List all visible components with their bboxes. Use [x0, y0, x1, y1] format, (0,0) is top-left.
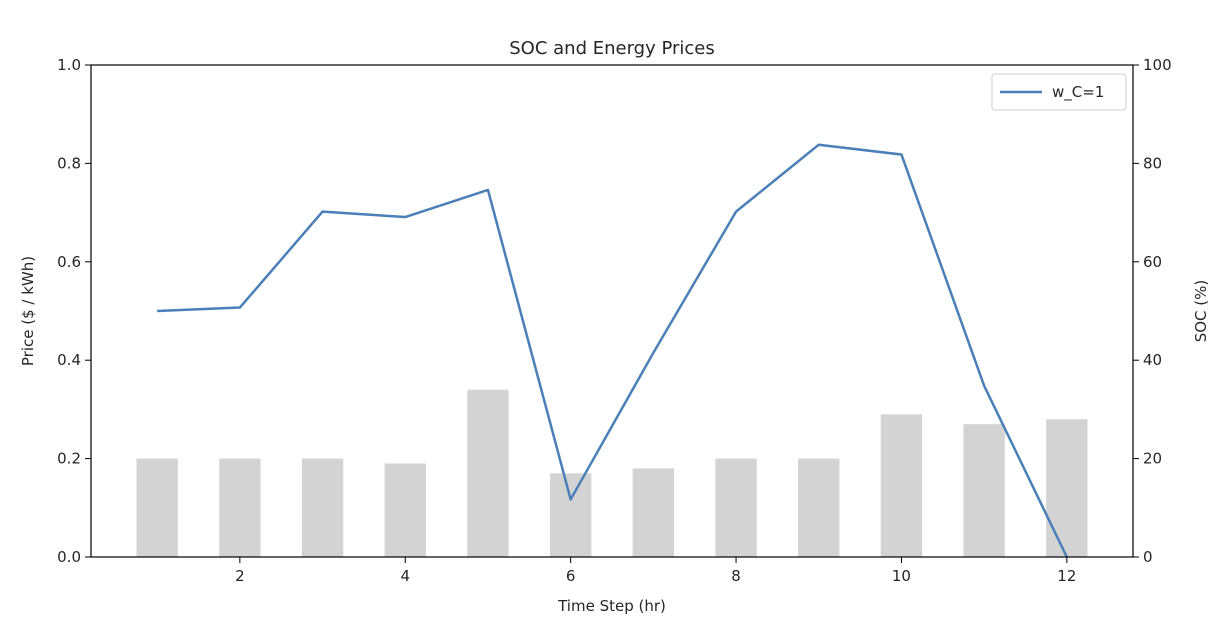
left-y-tick-label: 0.2	[57, 450, 81, 468]
legend-entry-label: w_C=1	[1052, 83, 1104, 102]
bars-layer	[136, 389, 1088, 557]
left-y-tick-label: 1.0	[57, 56, 81, 74]
x-tick-label: 10	[892, 567, 911, 585]
x-axis-label: Time Step (hr)	[557, 597, 666, 615]
price-bar-10	[880, 414, 923, 557]
price-bar-6	[549, 473, 592, 557]
right-y-tick-label: 20	[1143, 450, 1162, 468]
x-tick-label: 4	[400, 567, 410, 585]
line-layer	[157, 143, 1068, 558]
right-y-tick-label: 40	[1143, 351, 1162, 369]
right-y-tick-label: 100	[1143, 56, 1172, 74]
left-y-tick-label: 0.8	[57, 154, 81, 172]
left-y-axis-label: Price ($ / kWh)	[19, 256, 37, 366]
price-bar-11	[963, 424, 1005, 557]
legend: w_C=1	[991, 73, 1127, 111]
price-bar-7	[632, 468, 675, 557]
x-tick-label: 8	[731, 567, 741, 585]
left-y-tick-label: 0.4	[57, 351, 81, 369]
right-y-tick-label: 80	[1143, 154, 1162, 172]
right-y-axis-ticks: 0 20 40 60 80 100	[1133, 56, 1172, 566]
plot-frame	[90, 64, 1134, 558]
price-bar-8	[715, 458, 757, 557]
x-axis-ticks: 2 4 6 8 10 12	[235, 557, 1076, 585]
left-y-tick-label: 0.6	[57, 253, 81, 271]
price-bar-2	[219, 458, 261, 557]
right-y-tick-label: 60	[1143, 253, 1162, 271]
x-tick-label: 6	[566, 567, 576, 585]
chart-title: SOC and Energy Prices	[509, 38, 715, 59]
left-y-axis-ticks: 0.0 0.2 0.4 0.6 0.8 1.0	[57, 56, 91, 566]
left-y-tick-label: 0.0	[57, 548, 81, 566]
price-bar-9	[798, 458, 840, 557]
price-bar-5	[467, 389, 509, 557]
price-bar-4	[384, 463, 426, 557]
price-bar-1	[136, 458, 178, 557]
right-y-tick-label: 0	[1143, 548, 1153, 566]
x-tick-label: 12	[1057, 567, 1076, 585]
price-bar-12	[1046, 419, 1088, 557]
right-y-axis-label: SOC (%)	[1192, 280, 1210, 343]
legend-box	[991, 73, 1127, 111]
soc-line-series	[157, 143, 1068, 558]
x-tick-label: 2	[235, 567, 245, 585]
price-bar-3	[301, 458, 344, 557]
